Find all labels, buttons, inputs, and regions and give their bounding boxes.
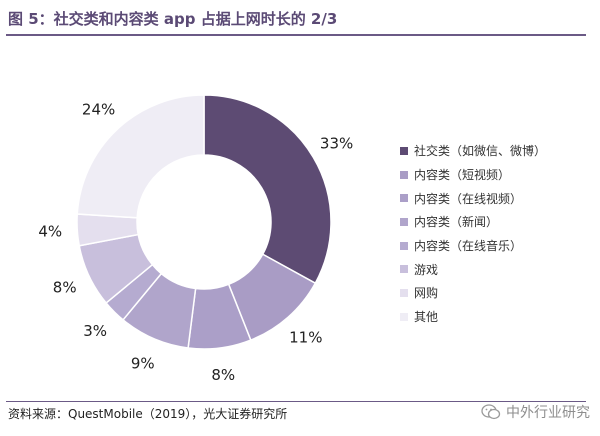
- legend-swatch: [400, 288, 408, 297]
- legend-label: 内容类（新闻）: [414, 215, 499, 230]
- legend-label: 社交类（如微信、微博）: [414, 144, 547, 159]
- wechat-icon: [481, 404, 501, 420]
- legend-swatch: [400, 146, 408, 155]
- title-divider: [6, 34, 586, 36]
- legend-item: 其他: [400, 305, 546, 329]
- legend-label: 游戏: [414, 262, 439, 277]
- source-note: 资料来源：QuestMobile（2019），光大证券研究所: [8, 407, 288, 421]
- donut-slice: [203, 94, 332, 285]
- legend-item: 内容类（短视频）: [400, 163, 546, 187]
- legend-item: 内容类（新闻）: [400, 210, 546, 234]
- data-label: 3%: [83, 322, 107, 340]
- legend-item: 内容类（在线视频）: [400, 186, 546, 210]
- legend-label: 内容类（短视频）: [414, 168, 511, 183]
- watermark: 中外行业研究: [481, 402, 590, 422]
- legend-item: 网购: [400, 281, 546, 305]
- legend-item: 社交类（如微信、微博）: [400, 139, 546, 163]
- watermark-text: 中外行业研究: [506, 405, 590, 421]
- figure-title: 图 5：社交类和内容类 app 占据上网时长的 2/3: [8, 10, 338, 28]
- legend-swatch: [400, 312, 408, 321]
- legend-swatch: [400, 265, 408, 274]
- chart-legend: 社交类（如微信、微博） 内容类（短视频） 内容类（在线视频） 内容类（新闻） 内容类（在…: [400, 139, 546, 329]
- legend-swatch: [400, 194, 408, 203]
- legend-item: 游戏: [400, 257, 546, 281]
- legend-item: 内容类（在线音乐）: [400, 234, 546, 258]
- data-label: 8%: [53, 279, 77, 297]
- donut-slice: [76, 94, 205, 219]
- legend-label: 其他: [414, 310, 439, 325]
- data-label: 11%: [289, 329, 322, 347]
- source-divider: [6, 401, 586, 402]
- legend-swatch: [400, 217, 408, 226]
- data-label: 33%: [320, 135, 353, 153]
- legend-label: 网购: [414, 286, 439, 301]
- data-label: 24%: [82, 101, 115, 119]
- legend-swatch: [400, 241, 408, 250]
- data-label: 4%: [38, 223, 62, 241]
- legend-label: 内容类（在线视频）: [414, 191, 523, 206]
- data-label: 9%: [131, 354, 155, 372]
- legend-label: 内容类（在线音乐）: [414, 239, 523, 254]
- data-label: 8%: [211, 366, 235, 384]
- legend-swatch: [400, 170, 408, 179]
